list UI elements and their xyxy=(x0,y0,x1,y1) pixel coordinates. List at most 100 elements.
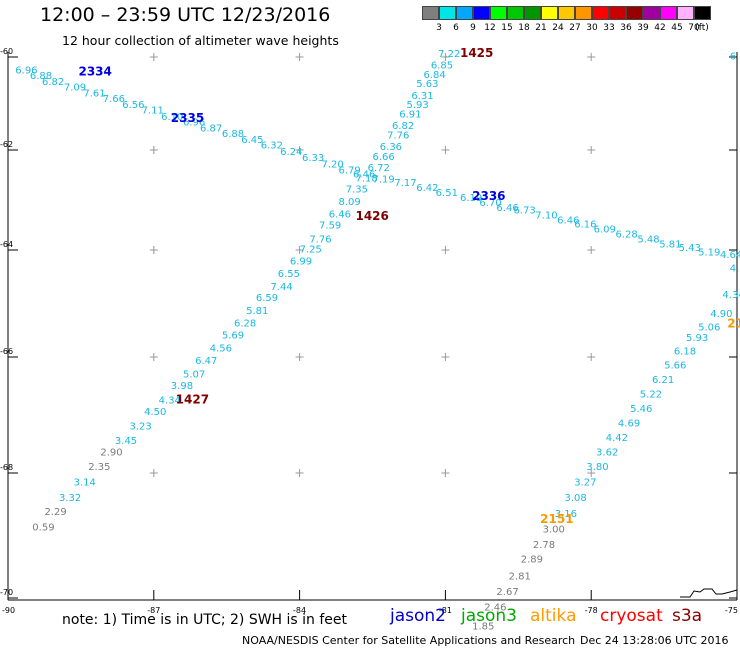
pass-time-label: 1425 xyxy=(460,46,493,60)
swh-value: 7.76 xyxy=(309,235,331,246)
satellite-cryosat: cryosat xyxy=(600,606,663,626)
lon-label: -81 xyxy=(439,606,452,615)
swh-value: 6.31 xyxy=(411,91,433,102)
lon-label: -90 xyxy=(2,606,15,615)
page-subtitle: 12 hour collection of altimeter wave hei… xyxy=(62,33,339,48)
swh-value: 2.78 xyxy=(533,540,555,551)
swh-value: 7.35 xyxy=(346,185,368,196)
swh-value: 6.46 xyxy=(329,210,351,221)
legend-swatch xyxy=(609,6,626,20)
lat-label: -66 xyxy=(0,347,13,356)
legend-label: 6 xyxy=(453,23,459,33)
lat-label: -64 xyxy=(0,240,13,249)
legend-label: 27 xyxy=(569,23,581,33)
swh-value: 7.44 xyxy=(270,282,292,293)
swh-value: 6.96 xyxy=(183,117,205,128)
legend-unit: (ft) xyxy=(695,23,709,33)
swh-value: 6.84 xyxy=(424,70,446,81)
legend-label: 45 xyxy=(671,23,683,33)
swh-value: 0.59 xyxy=(32,523,54,534)
legend-swatch xyxy=(643,6,660,20)
swh-value: 8.09 xyxy=(338,197,360,208)
swh-value: 7.17 xyxy=(394,178,416,189)
lat-label: -68 xyxy=(0,463,13,472)
coastline-fragment xyxy=(680,588,738,598)
swh-value: 2.29 xyxy=(44,507,66,518)
swh-value: 5.81 xyxy=(659,240,681,251)
legend-swatch xyxy=(541,6,558,20)
lon-label: -84 xyxy=(293,606,306,615)
swh-value: 6.75 xyxy=(730,51,740,62)
swh-value: 6.28 xyxy=(616,230,638,241)
satellite-s3a: s3a xyxy=(672,606,703,626)
swh-value: 7.66 xyxy=(103,94,125,105)
footer-timestamp: Dec 24 13:28:06 UTC 2016 xyxy=(580,634,729,647)
swh-value: 2.35 xyxy=(88,462,110,473)
swh-value: 6.36 xyxy=(380,142,402,153)
swh-value: 3.32 xyxy=(59,493,81,504)
legend-label: 36 xyxy=(620,23,632,33)
swh-value: 4.90 xyxy=(710,309,732,320)
axis-labels: -60 -62 -64 -66 -68 -70 -90 -87 -84 -81 -78 -75 xyxy=(0,47,738,615)
swh-value: 7.09 xyxy=(64,82,86,93)
swh-value: 6.51 xyxy=(436,188,458,199)
legend-swatch xyxy=(558,6,575,20)
legend-label: 70 xyxy=(688,23,700,33)
wave-height-tracks: 6.966.886.827.097.617.666.567.116.106.96… xyxy=(15,49,740,632)
track-1425-1427: 7.226.856.845.636.315.936.916.827.766.36… xyxy=(32,49,460,534)
swh-value: 6.87 xyxy=(200,123,222,134)
lat-label: -70 xyxy=(0,588,13,597)
legend-swatch xyxy=(575,6,592,20)
pass-time-labels: 2334 2335 2336 1425 1426 1427 2151 2151 xyxy=(78,46,740,526)
swh-value: 7.10 xyxy=(535,211,557,222)
legend-swatch xyxy=(524,6,541,20)
legend-label: 24 xyxy=(552,23,564,33)
swh-value: 6.45 xyxy=(241,135,263,146)
swh-value: 6.91 xyxy=(399,109,421,120)
swh-value: 5.22 xyxy=(640,390,662,401)
legend-label: 21 xyxy=(535,23,547,33)
swh-value: 7.20 xyxy=(321,160,343,171)
swh-value: 3.08 xyxy=(564,493,586,504)
swh-value: 2.90 xyxy=(100,448,122,459)
swh-value: 5.46 xyxy=(630,404,652,415)
swh-value: 6.24 xyxy=(280,147,302,158)
map-grid xyxy=(7,52,738,601)
legend-label: 3 xyxy=(436,23,442,33)
legend-label: 12 xyxy=(484,23,496,33)
swh-value: 3.80 xyxy=(586,462,608,473)
pass-time-label: 2151 xyxy=(727,317,740,331)
swh-value: 5.19 xyxy=(698,247,720,258)
pass-time-label: 2335 xyxy=(171,111,204,125)
footer-credit: NOAA/NESDIS Center for Satellite Applica… xyxy=(242,634,576,647)
swh-value: 3.16 xyxy=(555,509,577,520)
swh-value: 6.73 xyxy=(513,206,535,217)
legend-label: 33 xyxy=(603,23,615,33)
swh-value: 6.79 xyxy=(338,166,360,177)
pass-time-label: 2334 xyxy=(78,65,111,79)
lon-label: -87 xyxy=(147,606,160,615)
swh-value: 6.28 xyxy=(234,319,256,330)
swh-value: 3.62 xyxy=(596,448,618,459)
legend-swatch xyxy=(507,6,524,20)
legend-label: 9 xyxy=(470,23,476,33)
swh-value: 3.23 xyxy=(130,422,152,433)
swh-value: 4.69 xyxy=(618,419,640,430)
swh-value: 6.88 xyxy=(222,129,244,140)
swh-value: 6.46 xyxy=(557,216,579,227)
legend-swatch xyxy=(422,6,439,20)
swh-value: 4.34 xyxy=(159,395,181,406)
track-2151: 6.75 4.64 4.34 4.90 5.065.93 6.18 5.66 6.21 5.22… xyxy=(472,51,740,632)
swh-value: 7.22 xyxy=(438,49,460,60)
swh-value: 7.19 xyxy=(373,175,395,186)
swh-value: 5.93 xyxy=(686,333,708,344)
legend-swatch xyxy=(677,6,694,20)
swh-value: 5.43 xyxy=(679,243,701,254)
swh-value: 6.33 xyxy=(302,153,324,164)
swh-value: 5.48 xyxy=(637,235,659,246)
swh-value: 4.34 xyxy=(722,290,740,301)
swh-value: 6.59 xyxy=(256,293,278,304)
swh-value: 7.11 xyxy=(142,106,164,117)
swh-value: 6.70 xyxy=(479,198,501,209)
